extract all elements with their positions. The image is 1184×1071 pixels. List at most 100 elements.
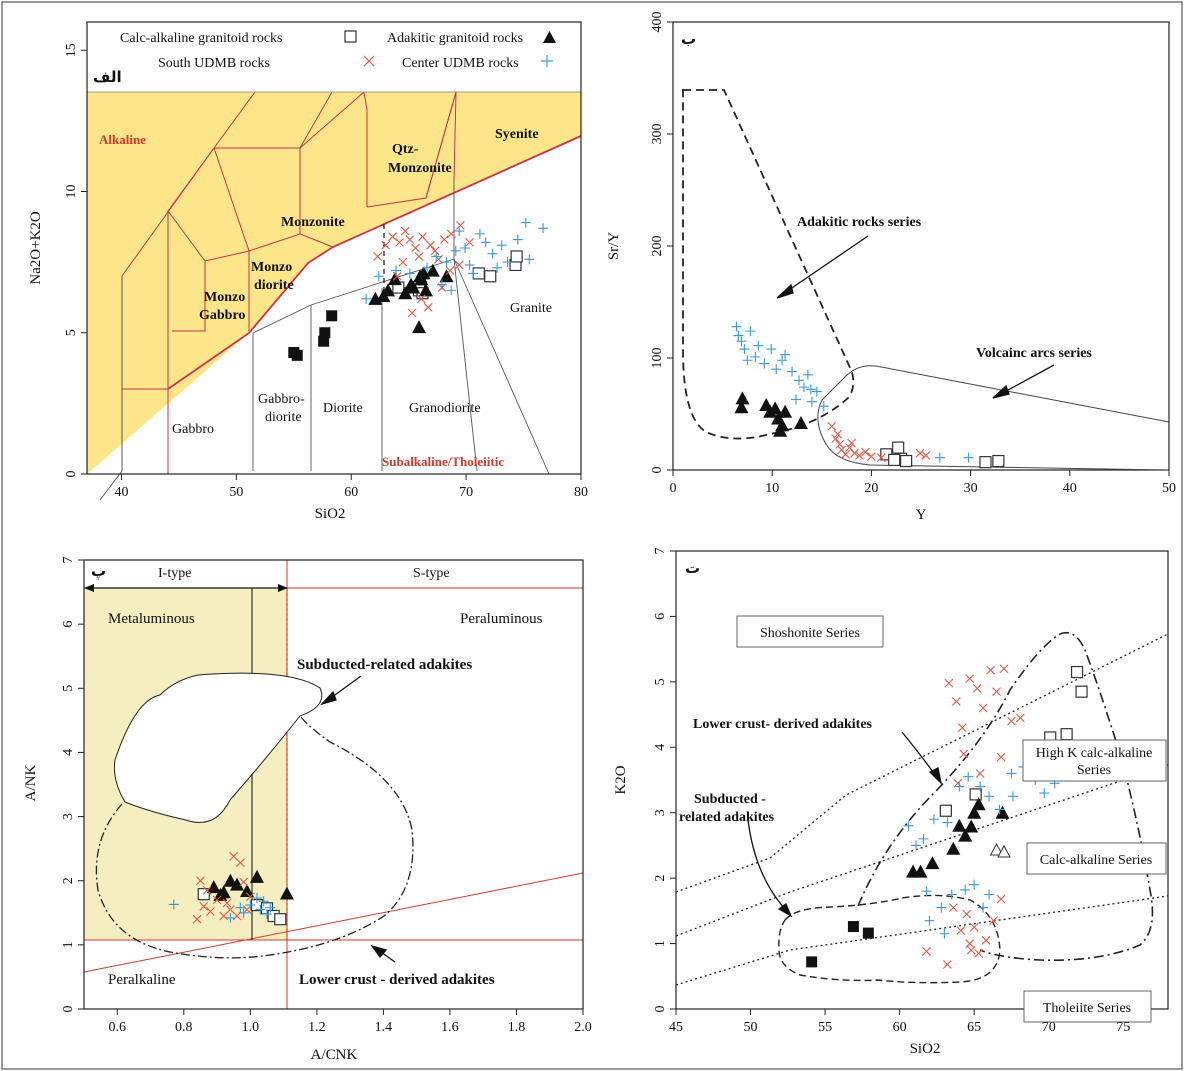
- data-point-filled-triangle: [925, 856, 940, 870]
- data-point-cross: [996, 894, 1006, 904]
- panel-pe-points: [168, 851, 294, 926]
- data-point-plus: [791, 394, 802, 405]
- data-point-cross: [381, 240, 391, 250]
- x-tick-label: 65: [967, 1020, 981, 1035]
- data-point-cross: [465, 237, 474, 247]
- data-point-filled-triangle: [213, 887, 228, 901]
- data-point-plus: [468, 268, 479, 279]
- lower-crust-adakite-field: [95, 715, 414, 959]
- data-point-open-square: [900, 454, 913, 468]
- y-tick-label: 6: [653, 613, 668, 620]
- y-axis-label-alef: Na2O+K2O: [28, 211, 44, 285]
- data-point-plus: [261, 909, 272, 920]
- data-point-plus: [512, 234, 523, 245]
- data-point-plus: [911, 840, 922, 851]
- y-tick-label: 200: [650, 236, 665, 257]
- x-tick-label: 1.6: [441, 1020, 459, 1035]
- y-tick-label: 300: [650, 124, 665, 145]
- data-point-cross: [999, 664, 1009, 674]
- x-tick-label: 40: [114, 485, 128, 500]
- data-point-cross: [373, 252, 383, 261]
- data-point-cross: [965, 939, 975, 948]
- data-point-cross: [388, 232, 397, 242]
- x-tick-label: 1.2: [308, 1020, 326, 1035]
- data-point-cross: [989, 916, 998, 926]
- panel-te-points: [806, 664, 1088, 969]
- data-point-plus: [446, 285, 457, 296]
- data-point-filled-square: [847, 921, 859, 933]
- data-point-plus: [934, 452, 945, 463]
- data-point-plus: [954, 781, 965, 792]
- data-point-filled-square: [862, 927, 874, 939]
- y-tick-label: 2: [653, 875, 668, 882]
- data-point-plus: [798, 382, 809, 393]
- data-point-plus: [733, 330, 744, 341]
- data-point-cross: [199, 901, 209, 911]
- x-tick-label: 0: [670, 481, 677, 496]
- data-point-plus: [918, 833, 929, 844]
- data-point-plus: [936, 902, 947, 913]
- data-point-plus: [984, 791, 995, 802]
- panel-pe-shand: 0.6 0.8 1.0 1.2 1.4 1.6 1.8 2.0 0 1 2 3 4 5 6 7 پ I-typ…: [23, 557, 592, 1064]
- data-point-filled-triangle: [964, 819, 979, 833]
- data-point-cross: [418, 232, 427, 242]
- field-tholeiite: Tholeiite Series: [1043, 1001, 1131, 1016]
- data-point-plus: [811, 386, 822, 397]
- data-point-cross: [827, 421, 837, 431]
- data-point-plus: [450, 245, 461, 256]
- data-point-cross: [841, 449, 850, 459]
- data-point-plus: [802, 369, 813, 380]
- data-point-filled-square: [318, 335, 330, 347]
- y-tick-label: 10: [64, 185, 79, 199]
- data-point-plus: [777, 355, 788, 366]
- data-point-cross: [959, 749, 969, 759]
- field-subducted-line2: related adakites: [679, 810, 775, 825]
- data-point-filled-triangle: [249, 869, 264, 883]
- data-point-plus: [464, 259, 475, 270]
- legend-adakitic: Adakitic granitoid rocks: [387, 31, 523, 46]
- x-axis-label-pe: A/CNK: [311, 1047, 358, 1063]
- data-point-plus: [373, 271, 384, 282]
- data-point-cross: [430, 246, 440, 256]
- data-point-cross: [239, 877, 249, 887]
- data-point-open-square: [1075, 685, 1088, 698]
- field-subducted-adakites: Subducted-related adakites: [297, 657, 472, 673]
- y-axis-label-te: K2O: [613, 765, 629, 794]
- data-point-cross: [921, 451, 931, 460]
- x-tick-label: 20: [864, 481, 878, 496]
- data-point-filled-triangle: [995, 805, 1010, 819]
- data-point-plus: [766, 344, 777, 355]
- field-peralkaline: Peralkaline: [108, 972, 176, 988]
- data-point-plus: [496, 240, 507, 251]
- field-granite: Granite: [510, 301, 552, 316]
- data-point-plus: [524, 254, 535, 265]
- data-point-cross: [202, 885, 212, 895]
- data-point-open-square: [939, 804, 952, 817]
- panel-alef-tas: 40 50 60 70 80 0 5 10 15 الف Calc-alkaline grani…: [28, 21, 588, 522]
- data-point-plus: [793, 375, 804, 386]
- data-point-plus: [361, 293, 372, 304]
- data-point-filled-triangle: [425, 263, 440, 277]
- y-tick-label: 3: [61, 813, 76, 820]
- data-point-open-square: [969, 788, 982, 801]
- data-point-filled-triangle: [913, 864, 928, 878]
- data-point-plus: [245, 900, 256, 911]
- y-tick-label: 3: [653, 809, 668, 816]
- legend-box: [86, 21, 582, 93]
- field-subducted-line1: Subducted -: [694, 792, 766, 807]
- y-tick-label: 4: [61, 749, 76, 756]
- data-point-plus: [963, 452, 974, 463]
- panel-be-ticks: 0 10 20 30 40 50 0 100 200 300 400: [650, 12, 1176, 497]
- data-point-open-square: [484, 270, 497, 283]
- x-tick-label: 60: [893, 1020, 907, 1035]
- data-point-cross: [855, 451, 864, 460]
- data-point-cross: [445, 266, 455, 275]
- data-point-cross: [455, 221, 465, 230]
- subducted-adakite-outline: [778, 894, 1001, 984]
- data-point-cross: [235, 858, 245, 868]
- legend-calc-alkaline: Calc-alkaline granitoid rocks: [120, 31, 283, 46]
- data-point-filled-triangle: [380, 283, 395, 297]
- arrows-pe: [319, 675, 396, 963]
- x-axis-label-alef: SiO2: [315, 506, 346, 522]
